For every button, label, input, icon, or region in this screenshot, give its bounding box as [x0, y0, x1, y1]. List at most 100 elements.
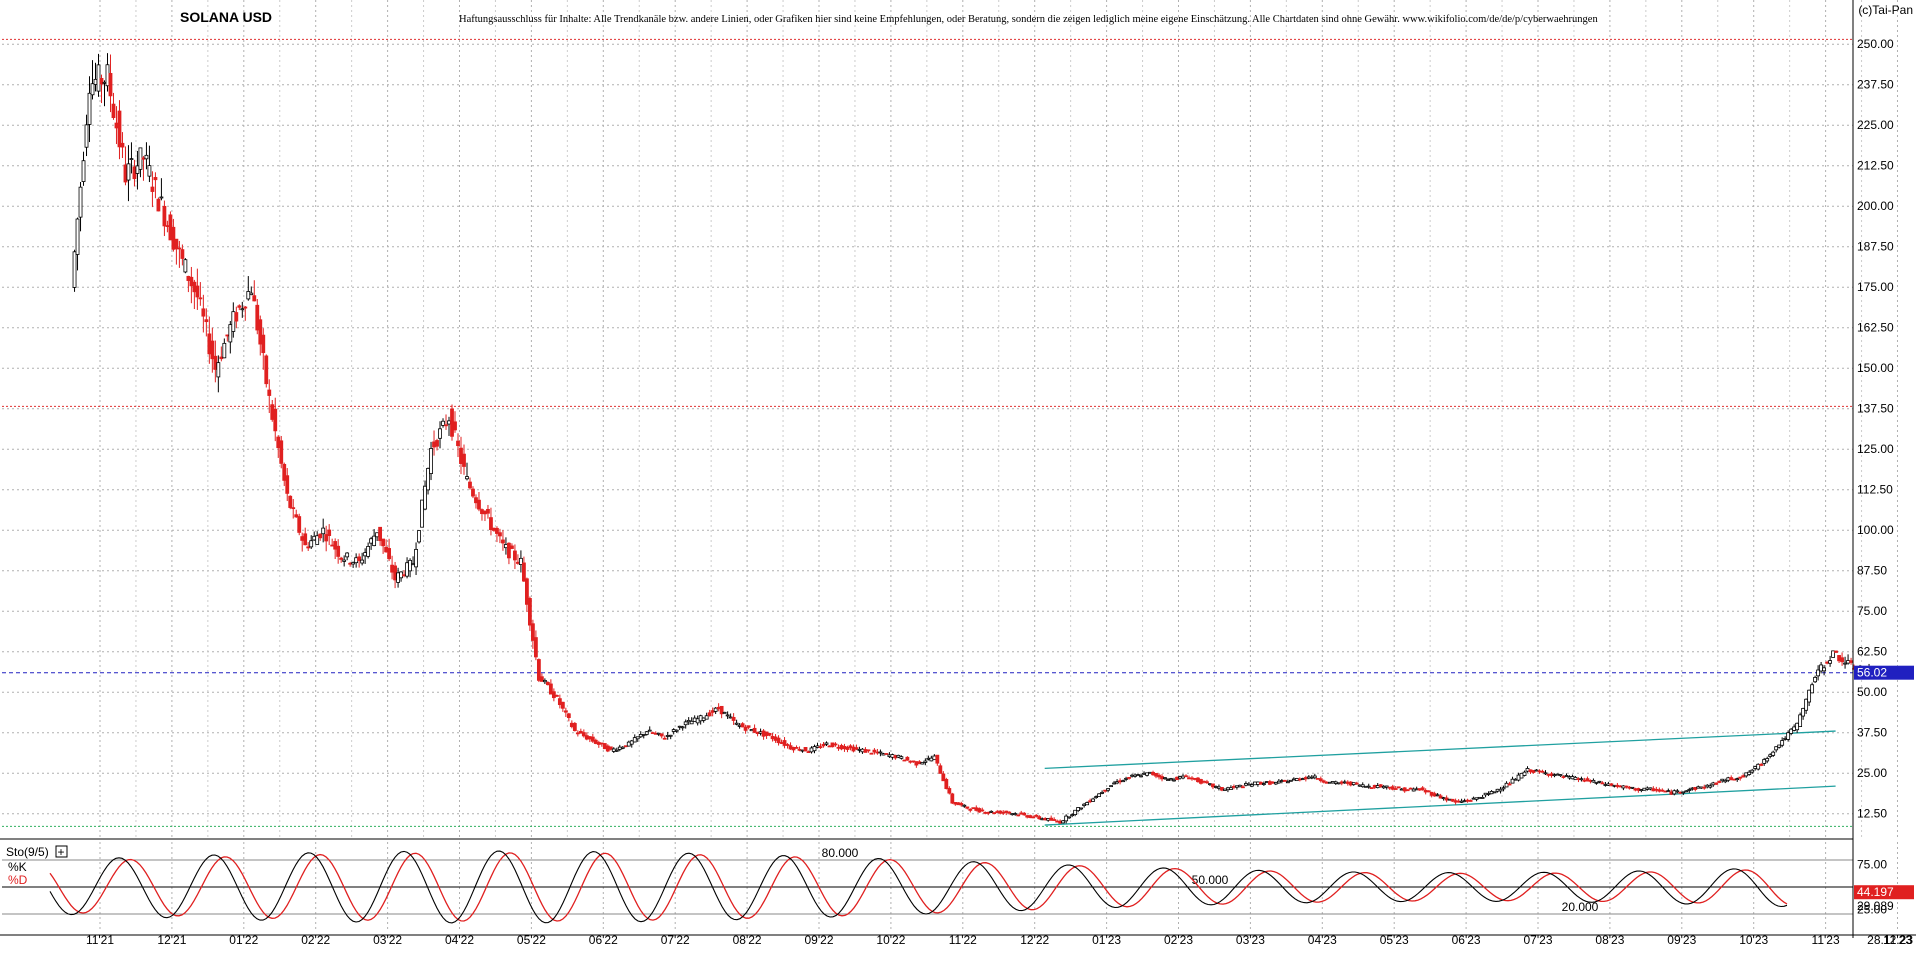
candle-body — [896, 754, 901, 758]
candle-body — [1519, 772, 1524, 779]
candle-body — [1705, 784, 1710, 788]
candle-body — [1564, 775, 1569, 777]
candle-body — [965, 806, 970, 809]
candle-body — [1351, 782, 1356, 785]
candle-body — [914, 761, 919, 766]
candle-body — [1169, 778, 1173, 781]
y-tick-label: 212.50 — [1857, 159, 1894, 173]
candle-body — [959, 803, 964, 806]
candle-body — [1612, 784, 1617, 787]
candle-body — [557, 698, 562, 706]
candle-body — [1789, 728, 1794, 734]
candle-body — [87, 92, 92, 125]
last-price-label: 56.02 — [1857, 666, 1887, 680]
candle-body — [1483, 792, 1488, 796]
candle-body — [1223, 788, 1227, 791]
candle-body — [1103, 789, 1108, 792]
candle-body — [156, 198, 161, 212]
candle-body — [1573, 776, 1578, 781]
candle-body — [1261, 783, 1266, 785]
candle-body — [563, 710, 568, 713]
y-tick-label: 50.00 — [1857, 685, 1887, 699]
candle-body — [1115, 781, 1119, 784]
candle-body — [276, 436, 281, 449]
candle-body — [1585, 778, 1590, 782]
candle-body — [1247, 783, 1251, 786]
candle-body — [596, 742, 601, 745]
candle-body — [1636, 788, 1641, 791]
candle-body — [78, 186, 83, 218]
candle-body — [1546, 773, 1551, 776]
candle-body — [1543, 772, 1548, 775]
candle-body — [812, 746, 817, 752]
x-tick-label: 07'23 — [1524, 933, 1553, 947]
candle-body — [1124, 777, 1128, 780]
candle-body — [258, 319, 263, 345]
candle-body — [947, 788, 952, 794]
candle-body — [1582, 779, 1587, 782]
candle-body — [1396, 786, 1401, 789]
candle-body — [890, 754, 895, 758]
candle-body — [887, 754, 892, 757]
candle-body — [1354, 782, 1359, 785]
candle-body — [1486, 793, 1491, 795]
candle-body — [1363, 785, 1368, 788]
candle-body — [327, 529, 332, 536]
candle-body — [1393, 788, 1398, 790]
candle-body — [533, 637, 538, 658]
candle-body — [1579, 778, 1584, 781]
y-tick-label: 125.00 — [1857, 442, 1894, 456]
candle-body — [824, 742, 829, 745]
candle-body — [1375, 785, 1380, 789]
stoch-level-label: 20.000 — [1562, 900, 1599, 914]
candle-body — [312, 535, 317, 541]
candle-body — [1495, 788, 1500, 792]
candle-body — [1226, 787, 1230, 791]
candle-body — [716, 706, 721, 710]
x-tick-label: 08'23 — [1595, 933, 1624, 947]
candle-body — [219, 356, 224, 360]
candle-body — [1291, 778, 1296, 781]
candle-body — [1148, 771, 1152, 774]
candle-body — [668, 734, 673, 737]
candle-body — [369, 538, 374, 544]
candle-body — [1648, 787, 1653, 790]
candle-body — [324, 534, 329, 542]
candle-body — [878, 751, 883, 754]
candle-body — [1837, 655, 1841, 662]
candle-body — [456, 440, 460, 447]
candle-body — [1570, 776, 1575, 780]
candle-body — [1804, 698, 1809, 711]
candle-body — [1717, 781, 1722, 783]
candle-body — [1642, 787, 1647, 791]
candle-body — [483, 510, 487, 515]
candle-body — [1714, 782, 1719, 785]
candle-body — [638, 734, 643, 738]
candle-body — [1456, 800, 1461, 803]
candle-body — [1759, 764, 1764, 766]
candle-body — [399, 571, 403, 579]
candle-body — [321, 527, 326, 535]
candle-body — [228, 324, 233, 343]
stoch-value-tag — [1854, 885, 1914, 900]
candle-body — [117, 110, 122, 148]
candle-body — [474, 497, 478, 504]
candle-body — [237, 305, 242, 308]
candle-body — [1160, 776, 1164, 780]
candle-body — [1588, 779, 1593, 782]
candle-body — [1258, 782, 1263, 785]
candle-body — [713, 707, 718, 712]
candle-body — [791, 746, 796, 751]
candle-body — [1669, 791, 1674, 795]
candle-body — [138, 147, 143, 170]
candle-body — [498, 532, 502, 537]
candle-body — [632, 737, 637, 743]
candle-body — [935, 754, 940, 764]
candle-body — [1372, 784, 1377, 788]
stoch-level-label: 80.000 — [822, 846, 859, 860]
x-tick-label: 03'23 — [1236, 933, 1265, 947]
price-candles — [72, 53, 1871, 825]
candle-body — [1399, 788, 1404, 791]
